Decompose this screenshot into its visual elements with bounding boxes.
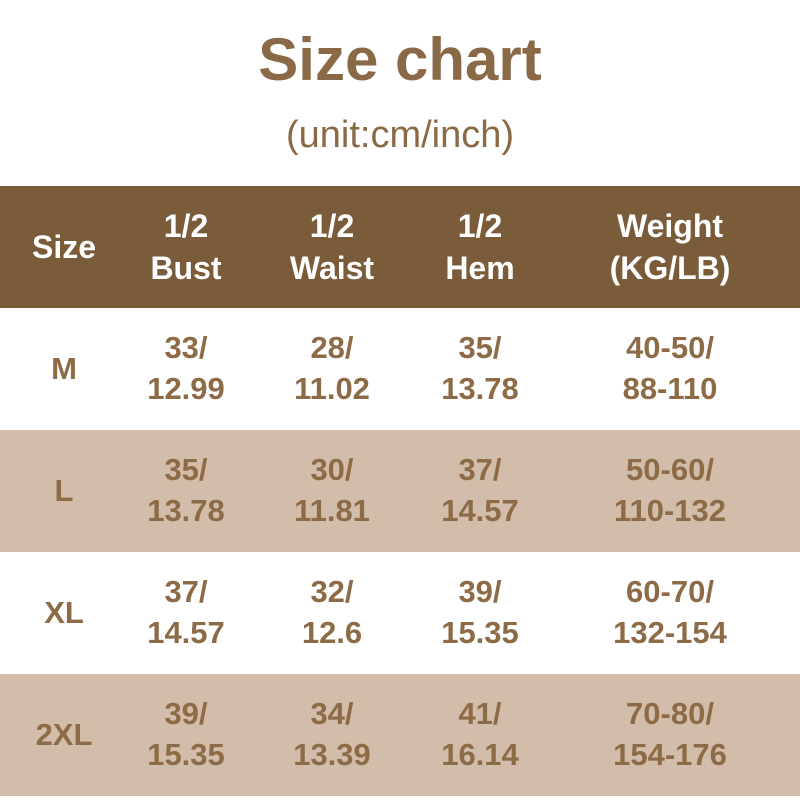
page-subtitle: (unit:cm/inch) <box>285 114 515 156</box>
cell-waist: 32/ 12.6 <box>301 574 363 650</box>
cell-hem: 37/ 14.57 <box>441 452 519 528</box>
cell-waist: 28/ 11.02 <box>294 330 370 406</box>
size-chart-table: Size 1/2 Bust 1/2 Waist 1/2 Hem Weight (… <box>0 186 800 796</box>
cell-weight: 50-60/ 110-132 <box>613 452 727 528</box>
cell-bust: 33/ 12.99 <box>147 330 225 406</box>
header-cell-waist: 1/2 Waist <box>289 207 375 286</box>
header-cell-bust: 1/2 Bust <box>150 207 222 286</box>
cell-bust: 37/ 14.57 <box>147 574 225 650</box>
table-row-m: M 33/ 12.99 28/ 11.02 35/ 13.78 40-50/ 8… <box>0 308 800 430</box>
cell-size: L <box>54 472 74 508</box>
table-row-xl: XL 37/ 14.57 32/ 12.6 39/ 15.35 60-70/ 1… <box>0 552 800 674</box>
table-header-row: Size 1/2 Bust 1/2 Waist 1/2 Hem Weight (… <box>0 186 800 308</box>
cell-bust: 39/ 15.35 <box>147 696 225 772</box>
cell-waist: 30/ 11.81 <box>294 452 370 528</box>
cell-hem: 35/ 13.78 <box>441 330 519 406</box>
cell-weight: 40-50/ 88-110 <box>622 330 718 406</box>
cell-weight: 70-80/ 154-176 <box>613 696 727 772</box>
cell-waist: 34/ 13.39 <box>293 696 371 772</box>
cell-bust: 35/ 13.78 <box>147 452 225 528</box>
cell-size: 2XL <box>35 716 93 752</box>
header-cell-hem: 1/2 Hem <box>445 207 515 286</box>
cell-size: M <box>51 350 77 386</box>
header-cell-weight: Weight (KG/LB) <box>609 207 731 286</box>
table-row-2xl: 2XL 39/ 15.35 34/ 13.39 41/ 16.14 70-80/… <box>0 674 800 796</box>
cell-hem: 41/ 16.14 <box>441 696 519 772</box>
cell-weight: 60-70/ 132-154 <box>613 574 727 650</box>
page-title: Size chart <box>258 26 542 93</box>
table-row-l: L 35/ 13.78 30/ 11.81 37/ 14.57 50-60/ 1… <box>0 430 800 552</box>
cell-hem: 39/ 15.35 <box>441 574 519 650</box>
header-cell-size: Size <box>31 228 97 265</box>
cell-size: XL <box>44 594 84 630</box>
